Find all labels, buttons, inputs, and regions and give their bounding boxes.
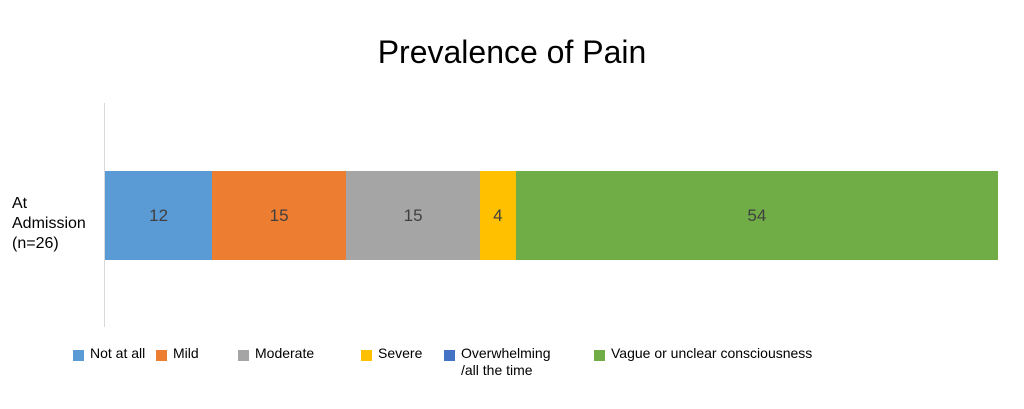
chart-title: Prevalence of Pain (377, 34, 647, 70)
legend-label-0: Not at all (90, 345, 146, 361)
legend-item-0: Not at all (73, 345, 145, 362)
bar-segment-5: 54 (515, 171, 998, 260)
category-label-at-admission: At Admission (n=26) (12, 195, 86, 252)
legend-swatch-4 (444, 350, 455, 361)
legend-label-1: Mild (173, 345, 199, 361)
stacked-bar: 12 15 15 4 54 (105, 171, 998, 260)
bar-segment-2: 15 (346, 171, 481, 260)
bar-segment-0: 12 (105, 171, 213, 260)
bar-segment-3: 4 (480, 171, 516, 260)
legend-item-1: Mild (156, 345, 199, 362)
category-axis-line (104, 103, 105, 327)
legend-item-5: Vague or unclear consciousness (594, 345, 812, 362)
legend-swatch-1 (156, 350, 167, 361)
legend-swatch-3 (361, 350, 372, 361)
legend-label-2: Moderate (255, 345, 315, 361)
legend-item-4: Overwhelming /all the time (444, 345, 550, 379)
legend-swatch-0 (73, 350, 84, 361)
legend-label-3: Severe (378, 345, 423, 361)
legend-label-5: Vague or unclear consciousness (611, 345, 813, 361)
legend-item-3: Severe (361, 345, 422, 362)
legend: Not at all Mild Moderate Severe Overwhelming… (0, 345, 1024, 385)
legend-label-4: Overwhelming /all the time (461, 345, 551, 378)
legend-item-2: Moderate (238, 345, 314, 362)
bar-segment-1: 15 (212, 171, 347, 260)
legend-swatch-2 (238, 350, 249, 361)
legend-swatch-5 (594, 350, 605, 361)
